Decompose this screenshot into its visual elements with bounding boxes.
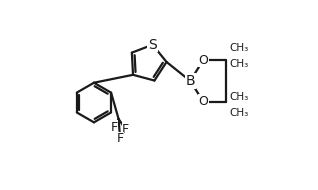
Text: F: F [122,123,129,136]
Text: S: S [148,38,157,52]
Text: F: F [110,121,117,134]
Text: CH₃: CH₃ [229,92,249,102]
Text: F: F [117,132,124,145]
Text: CH₃: CH₃ [229,59,249,70]
Text: CH₃: CH₃ [229,43,249,53]
Text: CH₃: CH₃ [229,108,249,118]
Text: B: B [185,74,195,88]
Text: O: O [198,95,208,108]
Text: O: O [198,54,208,67]
